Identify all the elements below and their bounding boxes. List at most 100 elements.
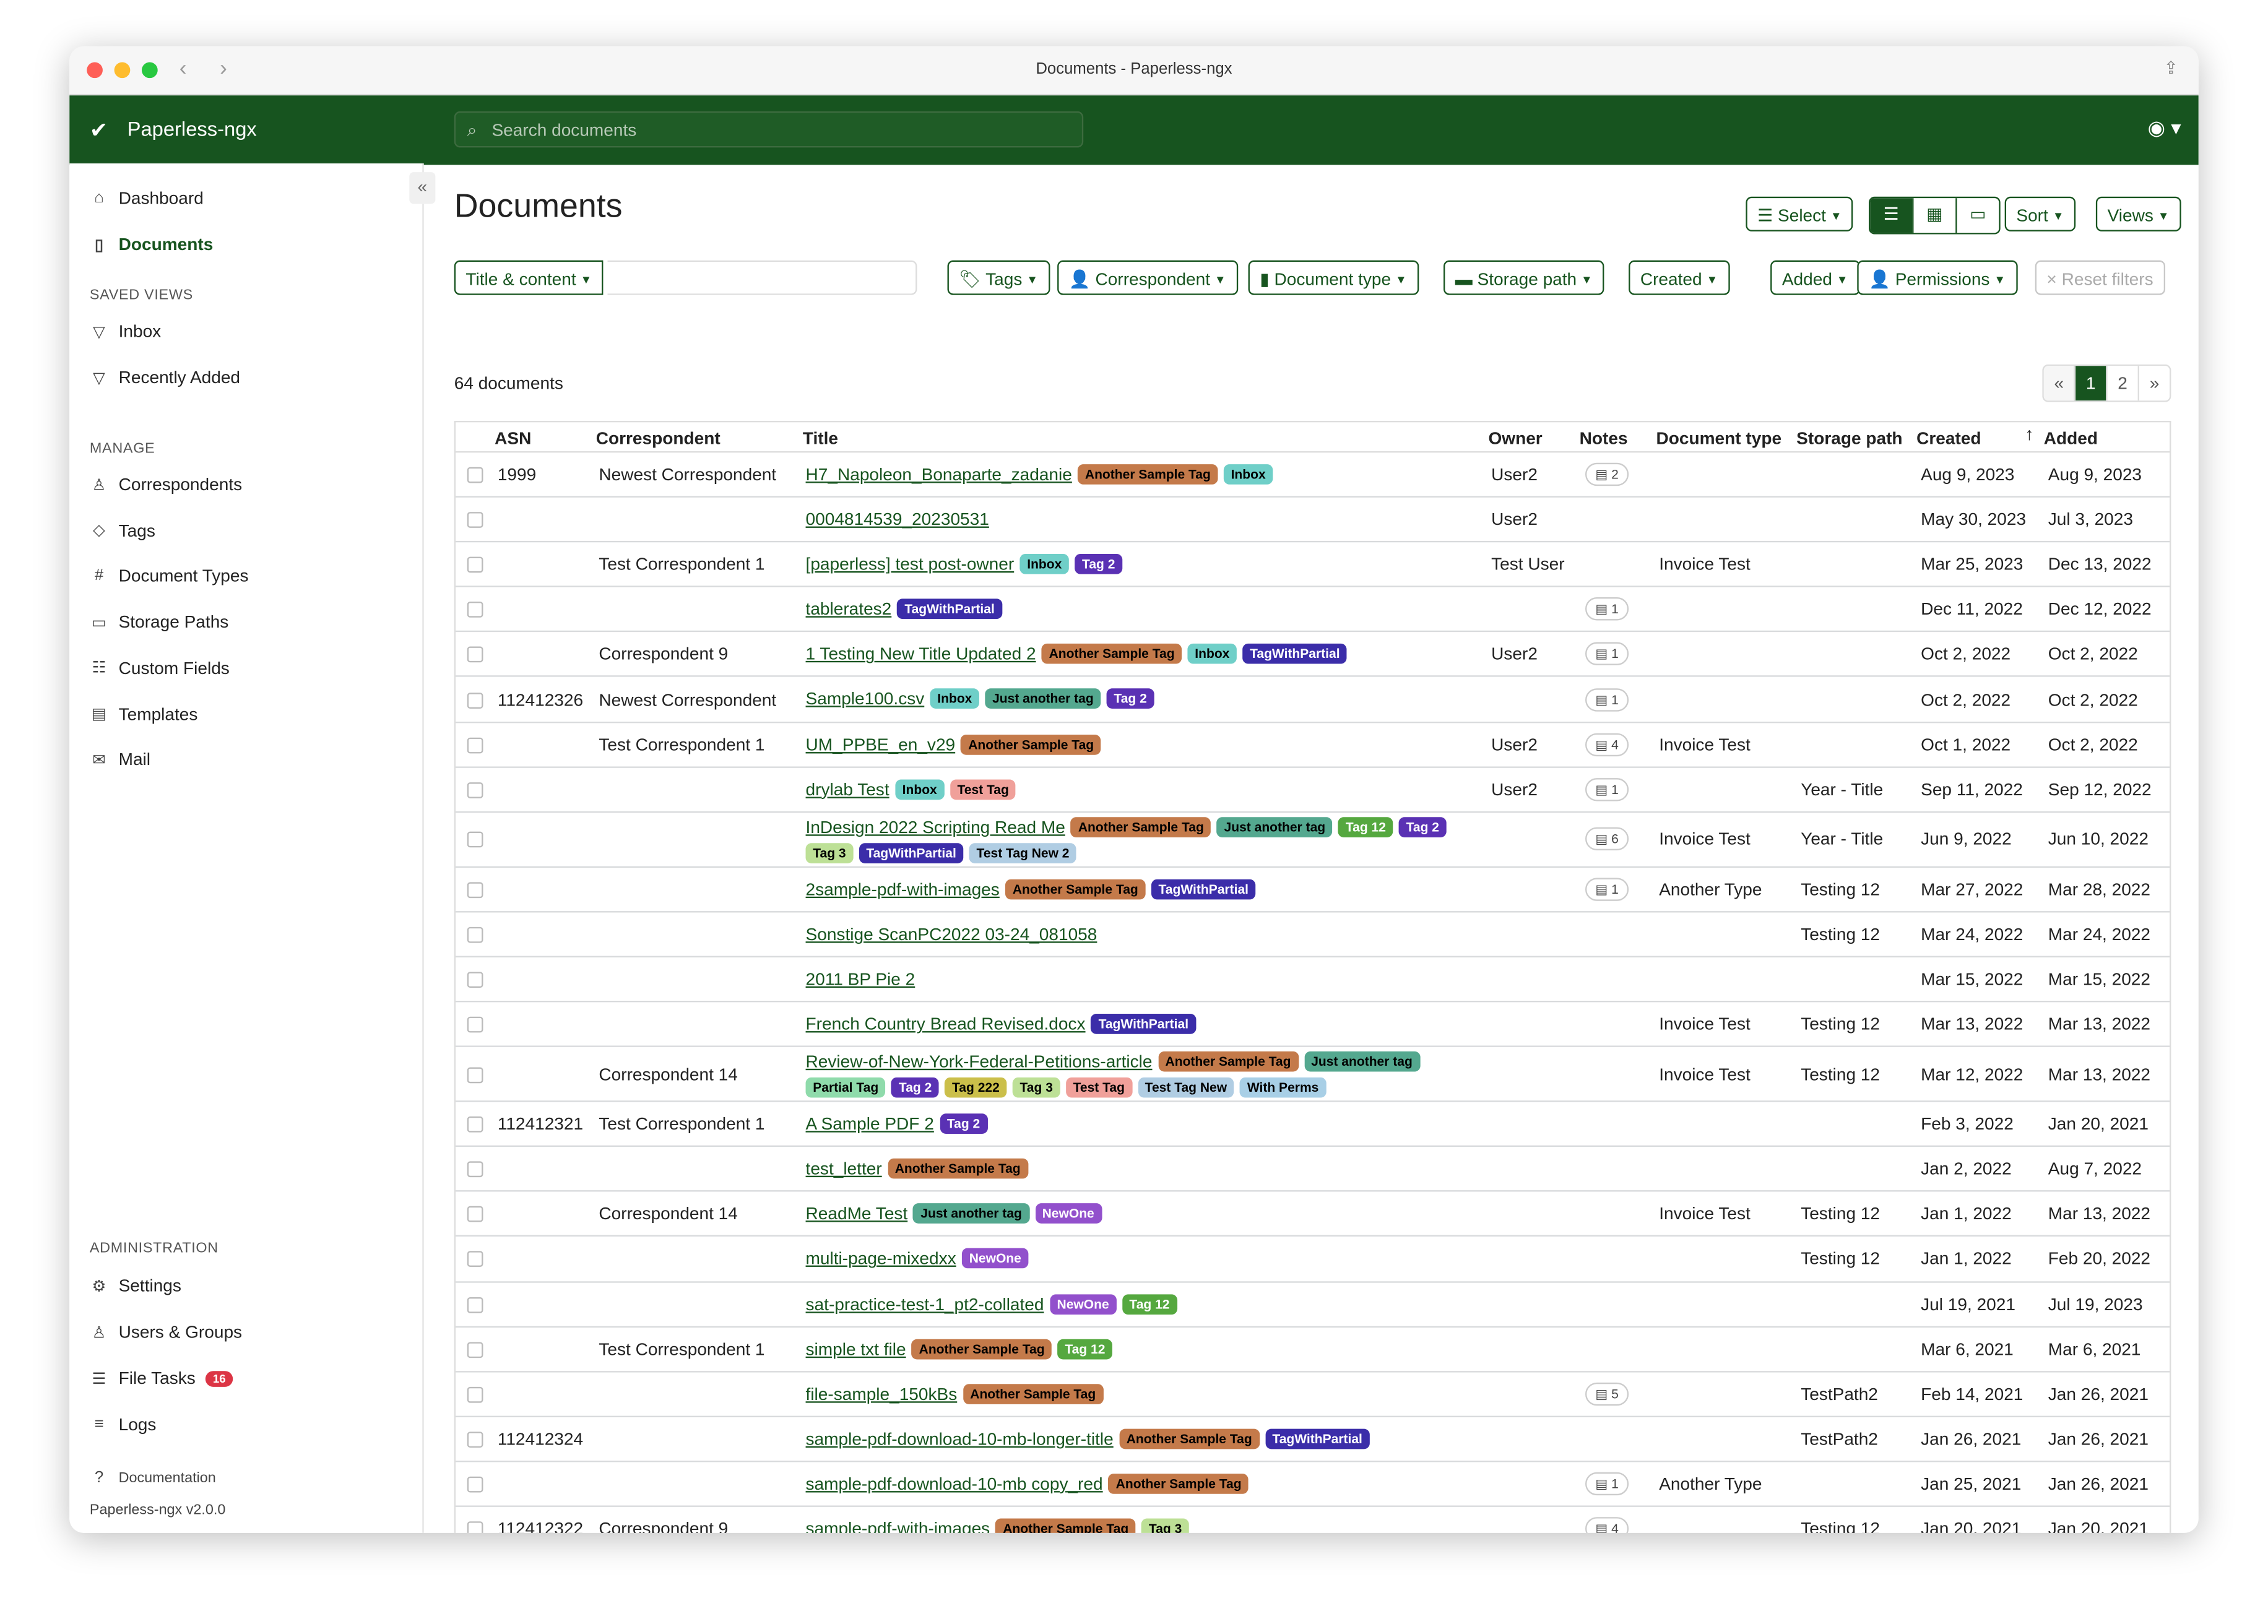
document-title-link[interactable]: simple txt file bbox=[805, 1338, 906, 1359]
tag-badge[interactable]: NewOne bbox=[1034, 1203, 1102, 1224]
table-row[interactable]: TestPath2 Feb 14, 2021 Jan 26, 2021 file-sa… bbox=[456, 1372, 2170, 1417]
notes-badge[interactable]: ▤ 5 bbox=[1585, 1382, 1629, 1406]
tag-badge[interactable]: Test Tag New bbox=[1137, 1078, 1234, 1098]
table-row[interactable]: Mar 15, 2022 Mar 15, 2022 2011 BP Pie 2 bbox=[456, 957, 2170, 1003]
tag-badge[interactable]: Another Sample Tag bbox=[963, 1383, 1103, 1404]
document-title-link[interactable]: sample-pdf-download-10-mb copy_red bbox=[805, 1473, 1103, 1494]
document-title-link[interactable]: multi-page-mixedxx bbox=[805, 1248, 956, 1269]
correspondent-filter[interactable]: 👤 Correspondent ▼ bbox=[1057, 260, 1238, 295]
document-title-link[interactable]: Sample100.csv bbox=[805, 689, 925, 710]
views-button[interactable]: Views ▼ bbox=[2095, 196, 2181, 231]
row-checkbox[interactable] bbox=[467, 832, 483, 848]
row-checkbox[interactable] bbox=[467, 1296, 483, 1313]
maximize-window-button[interactable] bbox=[141, 62, 158, 79]
title-content-dropdown[interactable]: Title & content ▼ bbox=[454, 260, 604, 295]
tag-badge[interactable]: Inbox bbox=[930, 689, 980, 710]
previous-page-button[interactable]: « bbox=[2043, 366, 2074, 401]
user-menu-icon[interactable]: ◉ ▾ bbox=[2147, 115, 2181, 139]
table-row[interactable]: 1999 Newest Correspondent User2 Aug 9, 2023… bbox=[456, 452, 2170, 498]
row-checkbox[interactable] bbox=[467, 1386, 483, 1402]
sidebar-item-tags[interactable]: ◇ Tags bbox=[90, 520, 155, 540]
tag-badge[interactable]: Another Sample Tag bbox=[911, 1338, 1052, 1359]
tag-badge[interactable]: Tag 2 bbox=[1398, 816, 1447, 837]
document-title-link[interactable]: 2sample-pdf-with-images bbox=[805, 879, 1000, 899]
grid-view-icon[interactable]: ▦ bbox=[1912, 198, 1955, 233]
notes-badge[interactable]: ▤ 2 bbox=[1585, 462, 1629, 486]
table-row[interactable]: User2 Year - Title Sep 11, 2022 Sep 12, 202… bbox=[456, 767, 2170, 813]
row-checkbox[interactable] bbox=[467, 926, 483, 943]
tag-badge[interactable]: Inbox bbox=[894, 779, 945, 800]
tag-badge[interactable]: Inbox bbox=[1223, 464, 1273, 485]
row-checkbox[interactable] bbox=[467, 1161, 483, 1178]
table-row[interactable]: Test Correspondent 1 Mar 6, 2021 Mar 6, 20… bbox=[456, 1327, 2170, 1372]
sidebar-item-correspondents[interactable]: ♙ Correspondents bbox=[90, 474, 243, 495]
table-row[interactable]: 112412322 Correspondent 9 Testing 12 Jan 20… bbox=[456, 1507, 2170, 1533]
reset-filters-button[interactable]: × Reset filters bbox=[2035, 260, 2165, 295]
table-row[interactable]: 112412326 Newest Correspondent Oct 2, 2022… bbox=[456, 678, 2170, 723]
row-checkbox[interactable] bbox=[467, 1476, 483, 1493]
tag-badge[interactable]: Another Sample Tag bbox=[1041, 644, 1182, 665]
table-row[interactable]: Jul 19, 2021 Jul 19, 2023 sat-practice-tes… bbox=[456, 1282, 2170, 1328]
table-row[interactable]: User2 May 30, 2023 Jul 3, 2023 0004814539_2… bbox=[456, 498, 2170, 543]
table-row[interactable]: Another Type Testing 12 Mar 27, 2022 Mar 28… bbox=[456, 867, 2170, 913]
table-row[interactable]: Dec 11, 2022 Dec 12, 2022 tablerates2 TagWi… bbox=[456, 587, 2170, 633]
row-checkbox[interactable] bbox=[467, 602, 483, 618]
row-checkbox[interactable] bbox=[467, 1341, 483, 1358]
document-title-link[interactable]: drylab Test bbox=[805, 779, 889, 800]
table-row[interactable]: Test Correspondent 1 User2 Invoice Test Oct… bbox=[456, 722, 2170, 767]
sidebar-item-recently-added[interactable]: ▽ Recently Added bbox=[90, 368, 240, 388]
column-document-type[interactable]: Document type bbox=[1656, 428, 1782, 449]
document-title-link[interactable]: French Country Bread Revised.docx bbox=[805, 1014, 1086, 1034]
column-storage-path[interactable]: Storage path bbox=[1796, 428, 1903, 449]
document-title-link[interactable]: InDesign 2022 Scripting Read Me bbox=[805, 816, 1065, 837]
tag-badge[interactable]: Another Sample Tag bbox=[1078, 464, 1218, 485]
document-title-link[interactable]: Sonstige ScanPC2022 03-24_081058 bbox=[805, 923, 1097, 944]
tag-badge[interactable]: Just another tag bbox=[913, 1203, 1029, 1224]
table-row[interactable]: 112412324 TestPath2 Jan 26, 2021 Jan 26, 20… bbox=[456, 1417, 2170, 1462]
document-title-link[interactable]: sat-practice-test-1_pt2-collated bbox=[805, 1294, 1044, 1314]
column-created[interactable]: Created bbox=[1916, 428, 1981, 449]
row-checkbox[interactable] bbox=[467, 782, 483, 798]
tag-badge[interactable]: TagWithPartial bbox=[1091, 1014, 1196, 1034]
tag-badge[interactable]: Inbox bbox=[1019, 554, 1070, 575]
document-title-link[interactable]: sample-pdf-download-10-mb-longer-title bbox=[805, 1428, 1114, 1449]
document-title-link[interactable]: sample-pdf-with-images bbox=[805, 1518, 990, 1533]
row-checkbox[interactable] bbox=[467, 512, 483, 529]
document-title-link[interactable]: A Sample PDF 2 bbox=[805, 1113, 934, 1134]
tag-badge[interactable]: Tag 12 bbox=[1338, 816, 1393, 837]
row-checkbox[interactable] bbox=[467, 881, 483, 898]
row-checkbox[interactable] bbox=[467, 1016, 483, 1033]
filter-text-input[interactable] bbox=[607, 260, 917, 295]
row-checkbox[interactable] bbox=[467, 1251, 483, 1268]
tag-badge[interactable]: Tag 2 bbox=[891, 1078, 939, 1098]
notes-badge[interactable]: ▤ 1 bbox=[1585, 877, 1629, 901]
sidebar-item-documents[interactable]: ▯ Documents bbox=[90, 235, 213, 255]
table-row[interactable]: Another Type Jan 25, 2021 Jan 26, 2021 samp… bbox=[456, 1462, 2170, 1507]
tag-badge[interactable]: Tag 2 bbox=[1106, 689, 1154, 710]
row-checkbox[interactable] bbox=[467, 1431, 483, 1448]
tag-badge[interactable]: Tag 2 bbox=[940, 1113, 987, 1134]
sidebar-item-custom-fields[interactable]: ☷ Custom Fields bbox=[90, 658, 230, 678]
document-title-link[interactable]: UM_PPBE_en_v29 bbox=[805, 734, 956, 754]
column-correspondent[interactable]: Correspondent bbox=[595, 428, 721, 449]
tag-badge[interactable]: TagWithPartial bbox=[859, 842, 964, 863]
tag-badge[interactable]: With Perms bbox=[1240, 1078, 1327, 1098]
column-title[interactable]: Title bbox=[802, 428, 839, 449]
tag-badge[interactable]: TagWithPartial bbox=[1242, 644, 1348, 665]
tag-badge[interactable]: Inbox bbox=[1187, 644, 1237, 665]
notes-badge[interactable]: ▤ 4 bbox=[1585, 732, 1629, 756]
large-cards-view-icon[interactable]: ▭ bbox=[1955, 198, 1999, 233]
table-row[interactable]: Correspondent 9 User2 Oct 2, 2022 Oct 2, 20… bbox=[456, 633, 2170, 678]
document-type-filter[interactable]: ▮ Document type ▼ bbox=[1248, 260, 1419, 295]
document-title-link[interactable]: [paperless] test post-owner bbox=[805, 554, 1015, 575]
table-row[interactable]: Test Correspondent 1 Test User Invoice Tes… bbox=[456, 543, 2170, 588]
table-row[interactable]: Jan 2, 2022 Aug 7, 2022 test_letter Another… bbox=[456, 1147, 2170, 1193]
select-button[interactable]: ☰ Select ▼ bbox=[1746, 196, 1854, 231]
table-row[interactable]: Testing 12 Jan 1, 2022 Feb 20, 2022 multi-p… bbox=[456, 1237, 2170, 1282]
permissions-filter[interactable]: 👤 Permissions ▼ bbox=[1857, 260, 2017, 295]
document-title-link[interactable]: tablerates2 bbox=[805, 599, 892, 620]
row-checkbox[interactable] bbox=[467, 972, 483, 988]
forward-icon[interactable]: › bbox=[220, 56, 227, 81]
row-checkbox[interactable] bbox=[467, 557, 483, 573]
tag-badge[interactable]: NewOne bbox=[1049, 1294, 1117, 1314]
